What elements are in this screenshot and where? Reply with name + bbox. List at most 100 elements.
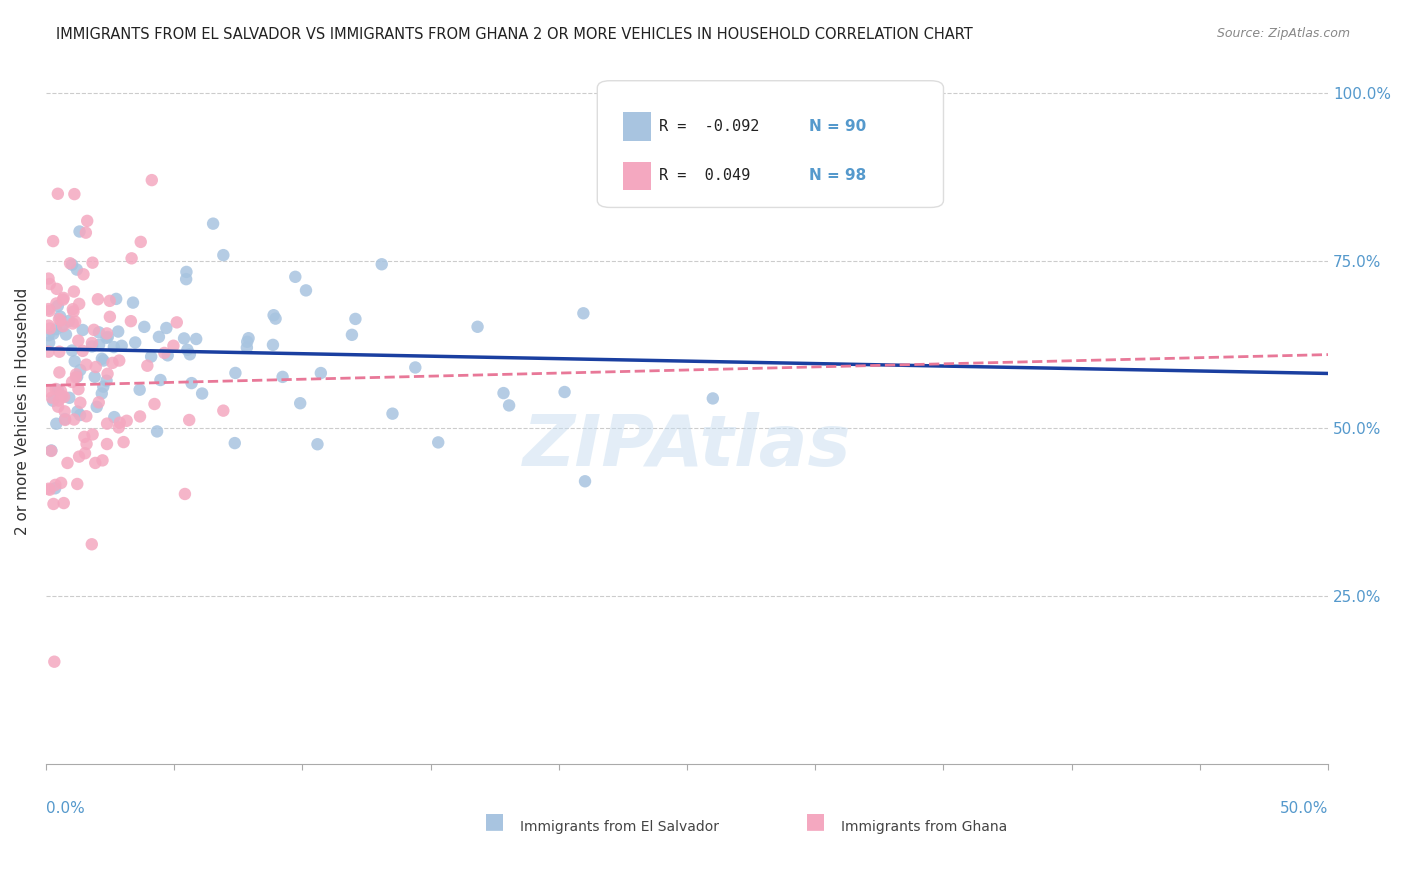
Point [72,268,94,282]
Point [38,384,60,399]
Point [492,386,515,401]
Point [75,358,97,372]
Point [101,356,124,370]
Point [108,353,131,368]
Point [121,252,143,266]
Point [42,234,65,248]
Point [340,327,363,342]
Point [83,323,105,337]
Point [66,477,89,491]
Point [49,313,72,327]
Point [115,414,138,428]
Point [96,367,118,381]
Point [72,323,94,337]
Point [108,416,131,430]
Point [97,330,120,344]
Point [264,311,287,326]
Point [202,217,225,231]
Point [295,284,318,298]
Point [45,382,67,396]
Point [105,292,128,306]
Point [271,370,294,384]
Point [69,395,91,409]
Point [67,297,90,311]
Point [702,392,724,406]
Point [176,343,198,357]
Point [62,304,84,318]
Point [49,475,72,490]
Point [46,383,69,397]
Point [75,409,97,424]
Point [82,255,104,269]
Point [63,315,86,329]
Point [76,437,98,451]
Point [173,331,195,345]
Point [69,408,91,422]
Text: N = 98: N = 98 [808,169,866,183]
Point [404,360,426,375]
Point [53,404,76,418]
Point [84,359,107,374]
Point [90,386,112,401]
Point [38,344,60,359]
Point [62,302,84,317]
FancyBboxPatch shape [623,112,651,141]
Point [42,497,65,511]
Point [53,390,76,404]
Point [67,450,90,464]
Point [65,368,87,382]
Point [51,319,73,334]
Point [80,336,103,351]
Point [381,407,404,421]
Point [129,409,152,424]
Point [136,359,159,373]
Point [38,483,60,497]
Point [156,348,179,362]
Point [44,478,66,492]
Point [371,257,394,271]
Point [224,366,246,380]
Point [498,398,520,412]
Point [63,187,86,202]
Point [48,366,70,380]
Point [45,322,67,336]
Point [38,277,60,291]
Point [87,395,110,409]
Point [120,314,142,328]
Point [96,417,118,431]
Point [38,303,60,318]
Point [554,384,576,399]
Point [128,383,150,397]
Point [179,347,201,361]
Point [45,417,67,431]
Point [129,235,152,249]
Point [344,312,367,326]
Point [56,456,79,470]
Point [52,293,75,307]
Point [176,265,198,279]
Point [93,353,115,368]
Point [212,403,235,417]
Point [91,379,114,393]
Point [290,396,312,410]
Text: Immigrants from Ghana: Immigrants from Ghana [841,820,1007,834]
Point [107,325,129,339]
Text: 0.0%: 0.0% [46,801,84,816]
Point [58,314,80,328]
Point [38,271,60,285]
Point [111,339,134,353]
Text: ■: ■ [484,811,505,831]
Point [49,384,72,398]
Point [186,332,208,346]
Y-axis label: 2 or more Vehicles in Household: 2 or more Vehicles in Household [15,288,30,535]
Point [96,326,118,341]
Point [62,317,84,331]
Point [180,376,202,390]
Point [212,248,235,262]
Point [162,339,184,353]
Point [166,315,188,329]
Point [63,285,86,299]
Point [45,296,67,310]
Point [48,344,70,359]
Point [82,427,104,442]
